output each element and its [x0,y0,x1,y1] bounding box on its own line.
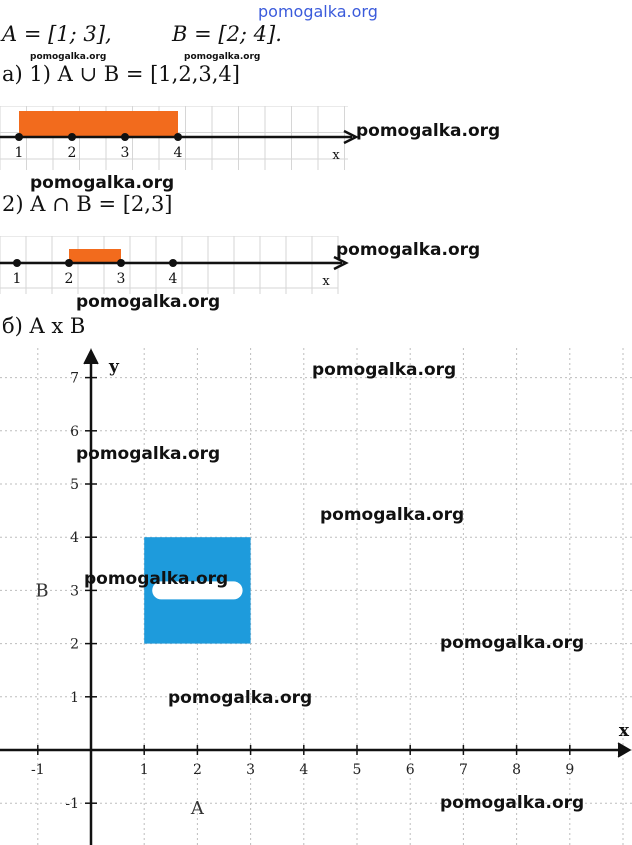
intersection-statement: 2) A ∩ B = [2,3] [2,192,173,216]
watermark: pomogalka.org [76,292,221,312]
watermark: pomogalka.org [320,505,465,525]
y-axis-arrow-icon [83,348,99,365]
set-a-definition: A = [1; 3], [2,22,112,46]
watermark: pomogalka.org [440,793,585,813]
y-axis-label: y [108,357,120,377]
x-tick-label: 8 [512,762,521,778]
y-tick-label: -1 [65,796,79,812]
watermark: pomogalka.org [76,444,221,464]
tick-label: 4 [169,271,178,287]
axis-arrow-icon [343,129,359,145]
point-marker [121,133,129,141]
x-tick-label: 2 [193,762,202,778]
watermark: pomogalka.org [84,569,229,589]
tick-label: 1 [15,145,24,161]
point-marker [169,259,177,267]
x-tick-label: 1 [140,762,149,778]
tick-label: 3 [121,145,130,161]
shaded-interval [69,249,121,263]
cartesian-product-label: б) A x B [2,314,86,338]
shaded-interval [19,111,178,137]
x-tick-label: 6 [406,762,415,778]
watermark: pomogalka.org [30,52,107,62]
y-tick-label: 1 [70,690,79,706]
number-line-intersection: 1 2 3 4 x [0,236,349,294]
watermark: pomogalka.org [312,360,457,380]
y-tick-label: 2 [70,637,79,653]
x-tick-label: 9 [565,762,574,778]
set-b-definition: B = [2; 4]. [172,22,282,46]
x-tick-label: 5 [353,762,362,778]
y-tick-label: 5 [70,477,79,493]
y-tick-label: 4 [70,530,79,546]
point-marker [68,133,76,141]
cartesian-product-graph: -1123456789987654321-1-2xyBA [0,348,632,845]
tick-label: 3 [117,271,126,287]
number-line-union: 1 2 3 4 x [0,106,359,170]
tick-label: 2 [68,145,77,161]
set-a-axis-label: A [190,798,205,819]
point-marker [117,259,125,267]
set-b-axis-label: B [35,580,48,601]
y-tick-label: 7 [70,371,79,387]
y-tick-label: 3 [70,583,79,599]
point-marker [15,133,23,141]
x-tick-label: -1 [31,762,45,778]
axis-label-x: x [322,274,330,289]
tick-label: 2 [65,271,74,287]
x-tick-label: 7 [459,762,468,778]
point-marker [13,259,21,267]
y-tick-label: 6 [70,424,79,440]
x-tick-label: 4 [299,762,308,778]
watermark: pomogalka.org [336,240,481,260]
watermark: pomogalka.org [440,633,585,653]
axis-arrow-icon [333,255,349,271]
point-marker [174,133,182,141]
union-statement: а) 1) A ∪ B = [1,2,3,4] [2,62,240,86]
tick-label: 1 [13,271,22,287]
watermark: pomogalka.org [30,173,175,193]
watermark: pomogalka.org [168,688,313,708]
region-highlight [152,581,243,600]
watermark: pomogalka.org [356,121,501,141]
x-axis-label: x [619,721,630,741]
axis-label-x: x [332,148,340,163]
watermark: pomogalka.org [184,52,261,62]
x-axis-arrow-icon [617,742,632,758]
tick-label: 4 [174,145,183,161]
watermark-top: pomogalka.org [258,2,378,21]
x-tick-label: 3 [246,762,255,778]
point-marker [65,259,73,267]
